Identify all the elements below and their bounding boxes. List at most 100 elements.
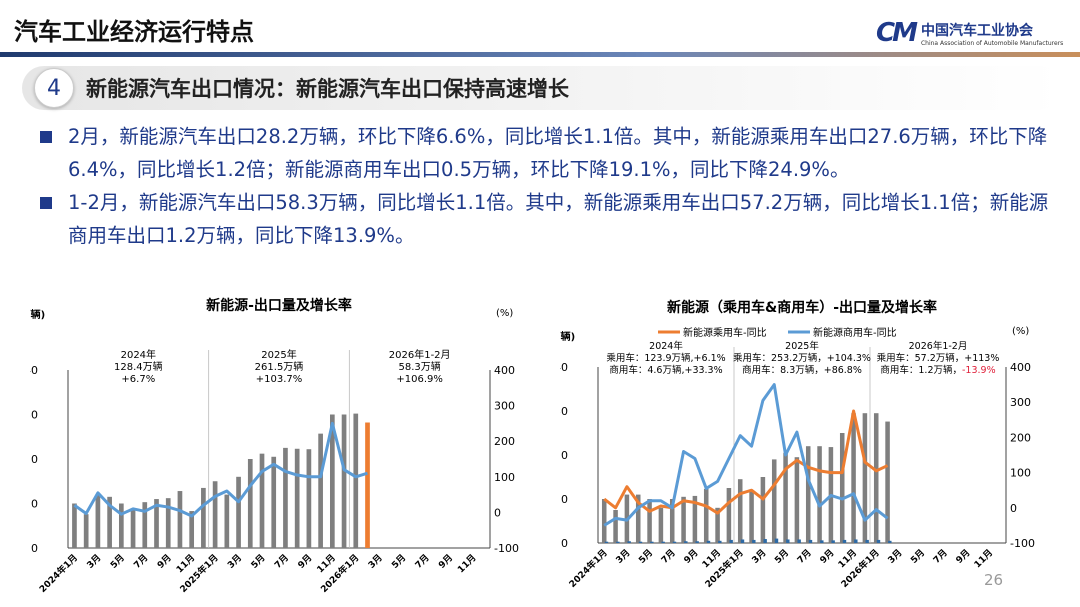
commercial-bar [763,539,767,543]
y-tick-label: 0 [561,537,568,550]
bar [669,499,675,543]
y2-axis-label: (%) [496,308,513,319]
bar [794,457,800,543]
bar [613,510,618,543]
commercial-bar [672,541,677,543]
commercial-bar [695,541,699,543]
bar [189,511,195,548]
bar [726,488,732,543]
period-annotation: 商用车：4.6万辆,+33.3% [609,364,722,376]
bar [635,494,641,543]
x-tick-label: 5月 [108,552,127,571]
bar [692,495,698,543]
bar [95,494,101,548]
bar [72,503,77,548]
header-divider [0,52,1080,57]
commercial-bar [865,539,869,543]
growth-line [73,421,368,518]
bar [236,476,241,548]
x-tick-label: 3月 [886,547,905,566]
bar [885,421,890,543]
commercial-bar [842,539,847,543]
commercial-bar [808,539,813,543]
section-title: 新能源汽车出口情况：新能源汽车出口保持高速增长 [86,77,569,101]
x-tick-label: 5月 [249,552,268,571]
period-annotation: 128.4万辆 [114,360,163,373]
x-tick-label: 3月 [85,552,104,571]
y-tick-label: 10 [560,493,568,506]
y2-tick-label: 200 [1010,431,1031,444]
bar [107,496,112,548]
bar [271,456,277,548]
period-annotation: 乘用车：57.2万辆，+113% [877,352,1000,364]
commercial-bar [786,539,790,543]
y-tick-label: 40 [560,361,568,374]
y-tick-label: 20 [560,449,568,462]
bar [658,507,664,543]
bar [862,413,868,543]
bar [851,413,856,543]
commercial-bar [774,538,779,543]
growth-line [603,383,889,527]
y-tick-label: 30 [560,405,568,418]
bar [873,413,879,543]
period-annotation: 乘用车：253.2万辆，+104.3% [733,352,871,364]
period-annotation: +106.9% [396,374,443,385]
period-annotation: +6.7% [121,374,155,385]
commercial-bar [638,541,643,543]
bar [142,502,148,548]
bar [647,499,652,543]
period-annotation: 58.3万辆 [399,360,441,373]
bar [154,499,159,548]
bar [212,481,218,548]
bar [306,449,312,548]
y2-tick-label: 200 [494,435,515,448]
y2-axis-label: (%) [1012,326,1029,337]
commercial-bar [684,541,688,543]
logo: CM 中国汽车工业协会 China Association of Automobi… [876,18,1063,48]
y2-tick-label: 100 [494,471,515,484]
y2-tick-label: 300 [1010,396,1031,409]
y2-tick-label: 400 [1010,361,1031,374]
bar [329,414,335,548]
x-tick-label: 9月 [296,552,315,571]
x-tick-label: 5月 [390,552,409,571]
y2-tick-label: -100 [494,542,519,555]
growth-line [603,409,889,515]
x-tick-label: 5月 [637,547,656,566]
period-annotation: 2025年 [785,340,819,352]
bar [118,503,124,548]
y-tick-label: 0 [31,542,38,555]
bar [177,491,183,548]
logo-subtext: China Association of Automobile Manufact… [920,39,1064,47]
x-tick-label: 5月 [909,547,928,566]
commercial-bar [797,539,801,543]
commercial-bar [729,539,733,543]
bar [283,447,288,548]
page-title: 汽车工业经济运行特点 [14,18,254,46]
legend-label: 新能源乘用车-同比 [683,326,767,339]
period-annotation: 商用车：1.2万辆，-13.9% [880,364,995,376]
x-tick-label: 7月 [659,547,678,566]
period-annotation: 2024年 [649,340,683,352]
commercial-bar [831,540,835,543]
commercial-bar [752,539,756,543]
bar [341,414,347,548]
x-tick-label: 7月 [795,547,814,566]
negative-growth: -13.9% [962,365,996,376]
cm-logo-icon: CM [876,18,918,48]
bar [601,499,607,543]
y-axis-label: (万辆) [560,330,575,343]
x-tick-label: 3月 [614,547,633,566]
x-tick-label: 7月 [931,547,950,566]
bar [703,488,709,543]
bar [165,498,171,548]
bar [318,433,323,548]
bar [805,446,811,543]
period-annotation: 2026年1-2月 [909,340,968,352]
y-tick-label: 20 [30,453,38,466]
page-number: 26 [984,571,1004,589]
bar [737,479,743,543]
y-tick-label: 40 [30,364,38,377]
bar [224,494,230,548]
